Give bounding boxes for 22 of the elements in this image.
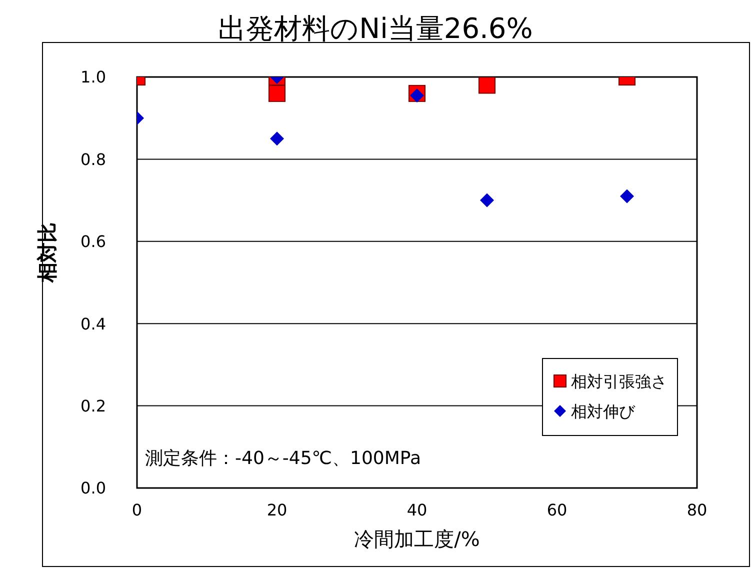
x-tick-label: 80 bbox=[686, 500, 708, 520]
chart-title: 出発材料のNi当量26.6% bbox=[217, 11, 534, 47]
x-axis-title: 冷間加工度/% bbox=[354, 527, 480, 551]
x-tick-label: 60 bbox=[546, 500, 568, 520]
y-tick-label: 1.0 bbox=[80, 68, 106, 87]
point bbox=[620, 189, 634, 204]
legend-label: 相対伸び bbox=[571, 402, 635, 421]
x-tick-label: 40 bbox=[406, 500, 428, 520]
x-tick-label: 0 bbox=[132, 500, 142, 520]
point bbox=[268, 84, 286, 102]
y-tick-label: 0.0 bbox=[80, 478, 106, 498]
point bbox=[480, 193, 494, 208]
legend-label: 相対引張強さ bbox=[571, 372, 667, 391]
y-tick-label: 0.6 bbox=[80, 232, 106, 252]
point bbox=[478, 77, 496, 94]
point bbox=[410, 88, 424, 102]
annotation: 測定条件：-40～-45℃、100MPa bbox=[145, 446, 421, 470]
y-tick-label: 0.4 bbox=[80, 314, 106, 334]
point bbox=[270, 132, 284, 146]
y-tick-label: 0.2 bbox=[80, 396, 106, 416]
x-tick-label: 20 bbox=[266, 500, 288, 520]
y-tick-label: 0.8 bbox=[80, 150, 106, 169]
